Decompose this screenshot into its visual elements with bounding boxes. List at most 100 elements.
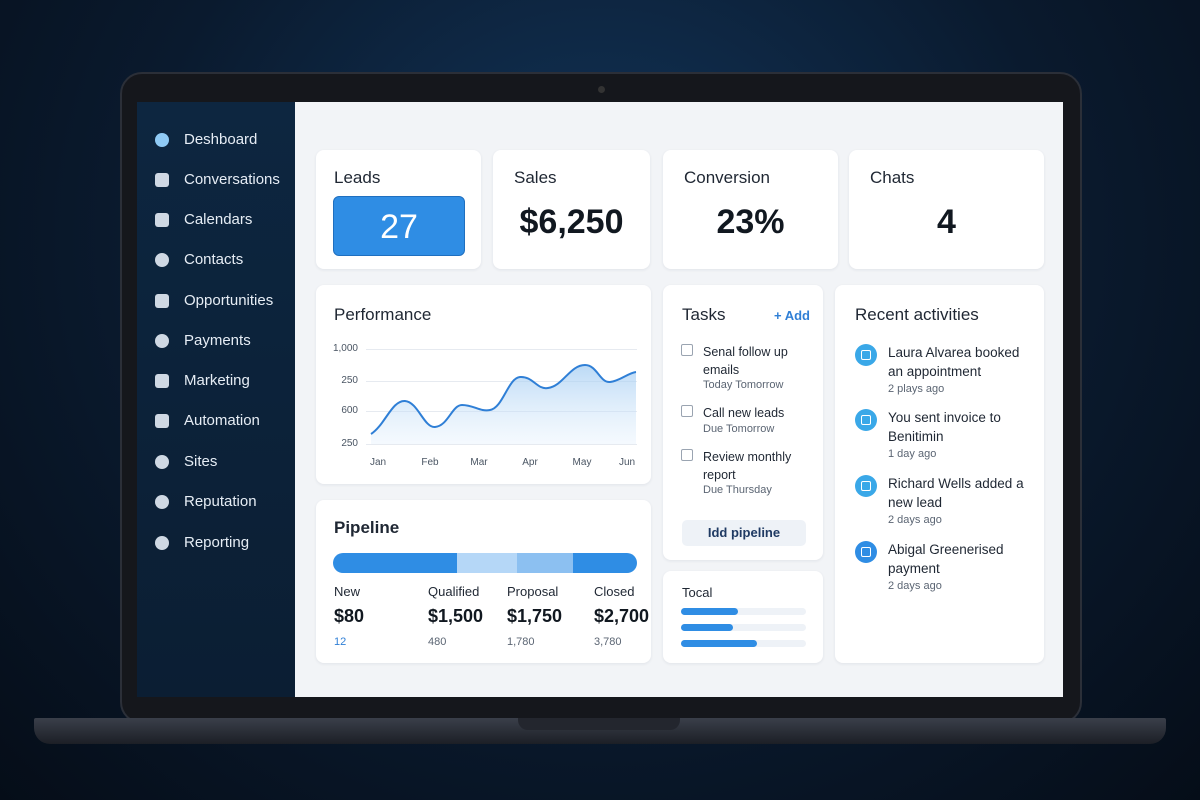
activity-text: Richard Wells added a new lead: [888, 476, 1024, 510]
pipeline-segment: [517, 553, 573, 573]
stat-card: [849, 150, 1044, 269]
activity-time: 2 plays ago: [888, 383, 945, 395]
x-axis-label: May: [572, 457, 592, 468]
card-title: Recent activities: [855, 305, 979, 324]
nav-icon: [155, 133, 169, 147]
activity-time: 2 days ago: [888, 580, 942, 592]
activity-text: Abigal Greenerised payment: [888, 542, 1004, 576]
nav-icon: [155, 536, 169, 550]
grid-line: [366, 349, 637, 350]
nav-item[interactable]: Automation: [184, 412, 260, 429]
activity-icon-glyph: [861, 481, 871, 491]
stat-value: 4: [937, 203, 956, 241]
activity-time: 1 day ago: [888, 448, 937, 460]
activity-text: Laura Alvarea booked an appointment: [888, 345, 1020, 379]
activity-icon-glyph: [861, 415, 871, 425]
progress-track: [681, 608, 806, 615]
stat-card: [663, 150, 838, 269]
stat-value: 23%: [716, 203, 785, 241]
stage-count: 12: [334, 636, 347, 648]
stage-amount: $80: [334, 606, 365, 626]
stage-count: 480: [428, 636, 447, 648]
stage-name: New: [334, 584, 361, 599]
stat-value: 27: [380, 208, 418, 246]
x-axis-label: Jun: [618, 457, 636, 468]
nav-item[interactable]: Contacts: [184, 251, 244, 268]
nav-item[interactable]: Conversations: [184, 171, 280, 188]
nav-item[interactable]: Payments: [184, 332, 251, 349]
y-axis-label: 1,000: [332, 343, 358, 354]
tasks-card: [663, 285, 823, 560]
nav-item[interactable]: Reporting: [184, 534, 250, 551]
total-card: [663, 571, 823, 663]
nav-icon: [155, 334, 169, 348]
nav-item[interactable]: Marketing: [184, 372, 250, 389]
stat-label: Chats: [870, 168, 915, 187]
activity-icon-glyph: [861, 350, 871, 360]
nav-icon: [155, 374, 169, 388]
stat-label: Conversion: [684, 168, 770, 187]
y-axis-label: 250: [341, 375, 358, 386]
activity-icon: [855, 344, 877, 366]
progress-fill: [681, 608, 738, 615]
stat-card: [493, 150, 650, 269]
card-title: Pipeline: [334, 518, 400, 537]
progress-track: [681, 624, 806, 631]
activity-icon-glyph: [861, 547, 871, 557]
task-due: Today Tomorrow: [703, 379, 784, 391]
nav-icon: [155, 294, 169, 308]
y-axis-label: 250: [341, 438, 358, 449]
task-title: Call new leads: [703, 406, 785, 420]
card-title: Tocal: [682, 585, 713, 600]
laptop-notch: [518, 718, 680, 730]
nav-item[interactable]: Reputation: [184, 493, 257, 510]
stage-amount: $1,750: [507, 606, 563, 626]
stat-label: Leads: [334, 168, 381, 187]
nav-icon: [155, 213, 169, 227]
activity-icon: [855, 541, 877, 563]
grid-line: [366, 444, 637, 445]
pipeline-segment: [457, 553, 517, 573]
task-title: Review monthly report: [703, 450, 792, 482]
grid-line: [366, 381, 637, 382]
nav-icon: [155, 495, 169, 509]
stage-count: 1,780: [507, 636, 535, 648]
stage-name: Proposal: [507, 584, 559, 599]
nav-icon: [155, 253, 169, 267]
add-task[interactable]: + Add: [774, 308, 810, 323]
stat-highlight: [333, 196, 465, 256]
activity-icon: [855, 475, 877, 497]
card-title: Performance: [334, 305, 432, 324]
stage-name: Closed: [594, 584, 635, 599]
stat-label: Sales: [514, 168, 557, 187]
nav-item[interactable]: Opportunities: [184, 292, 274, 309]
pipeline-card: [316, 500, 651, 663]
nav-item[interactable]: Deshboard: [184, 131, 258, 148]
card-title: Tasks: [682, 305, 726, 324]
nav-item[interactable]: Calendars: [184, 211, 253, 228]
task-title: Senal follow up emails: [703, 345, 788, 377]
x-axis-label: Apr: [522, 457, 538, 468]
activity-time: 2 days ago: [888, 514, 942, 526]
x-axis-label: Mar: [470, 457, 488, 468]
nav-icon: [155, 414, 169, 428]
nav-icon: [155, 455, 169, 469]
sidebar: [137, 102, 295, 697]
y-axis-label: 600: [341, 405, 358, 416]
x-axis-label: Jan: [369, 457, 387, 468]
task-checkbox[interactable]: [681, 449, 693, 461]
camera: [598, 86, 605, 93]
grid-line: [366, 411, 637, 412]
nav-icon: [155, 173, 169, 187]
x-axis-label: Feb: [421, 457, 439, 468]
task-checkbox[interactable]: [681, 405, 693, 417]
task-due: Due Tomorrow: [703, 423, 775, 435]
nav-item[interactable]: Sites: [184, 453, 218, 470]
pipeline-button[interactable]: Idd pipeline: [682, 520, 806, 546]
progress-fill: [681, 624, 733, 631]
stage-name: Qualified: [428, 584, 480, 599]
task-checkbox[interactable]: [681, 344, 693, 356]
stage-amount: $1,500: [428, 606, 484, 626]
stat-value: $6,250: [519, 203, 624, 241]
